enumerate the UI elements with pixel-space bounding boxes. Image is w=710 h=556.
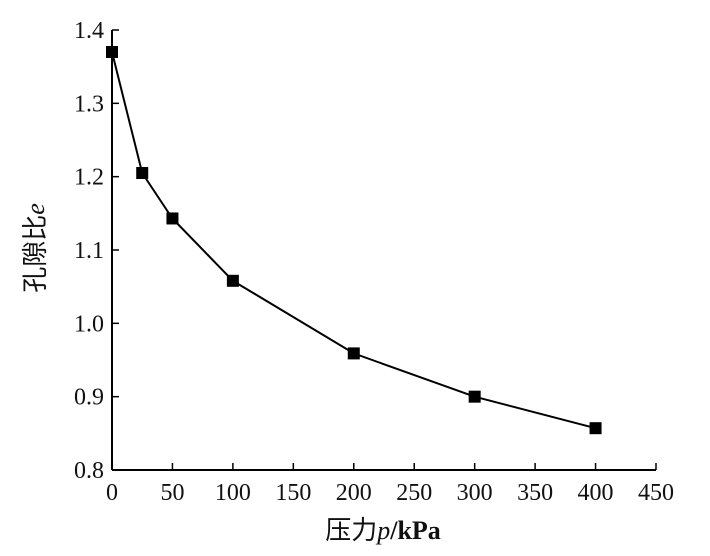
x-tick-label: 100	[215, 480, 251, 506]
y-tick-label: 1.4	[74, 18, 104, 44]
y-axis-title: 孔隙比e	[21, 203, 50, 293]
x-tick-label: 400	[578, 480, 614, 506]
y-tick-label: 1.3	[74, 91, 104, 117]
y-tick-label: 1.2	[74, 165, 104, 191]
x-tick-label: 150	[275, 480, 311, 506]
series-line	[111, 51, 596, 430]
x-tick-label: 450	[638, 480, 674, 506]
x-tick-label: 350	[517, 480, 553, 506]
y-tick-label: 1.0	[74, 311, 104, 337]
axes	[111, 30, 656, 471]
y-axis-title-variable: e	[21, 203, 50, 215]
data-point	[589, 422, 602, 435]
y-tick-label: 0.9	[74, 385, 104, 411]
x-tick-label: 300	[457, 480, 493, 506]
data-point	[468, 390, 481, 403]
x-tick-label: 0	[106, 480, 118, 506]
y-axis-title-prefix: 孔隙比	[21, 215, 50, 293]
ticks: 0 50 100 150 200 250 300 350 400 450 0.8 0.9 1.0 1.1 1…	[74, 18, 674, 506]
data-point	[166, 212, 179, 225]
data-point	[226, 274, 239, 287]
x-axis-title-prefix: 压力	[325, 516, 377, 545]
y-tick-label: 0.8	[74, 458, 104, 484]
x-axis-title-unit: /kPa	[389, 516, 441, 545]
x-tick-label: 50	[160, 480, 184, 506]
y-tick-label: 1.1	[74, 238, 104, 264]
x-tick-label: 250	[396, 480, 432, 506]
axis-titles: 压力p/kPa 孔隙比e	[21, 203, 441, 545]
data-point	[106, 46, 118, 58]
data-series	[106, 46, 602, 435]
data-point	[347, 347, 360, 360]
data-point	[136, 167, 149, 179]
x-axis-title: 压力p/kPa	[325, 516, 441, 545]
x-axis-title-variable: p	[375, 516, 390, 545]
x-tick-label: 200	[336, 480, 372, 506]
